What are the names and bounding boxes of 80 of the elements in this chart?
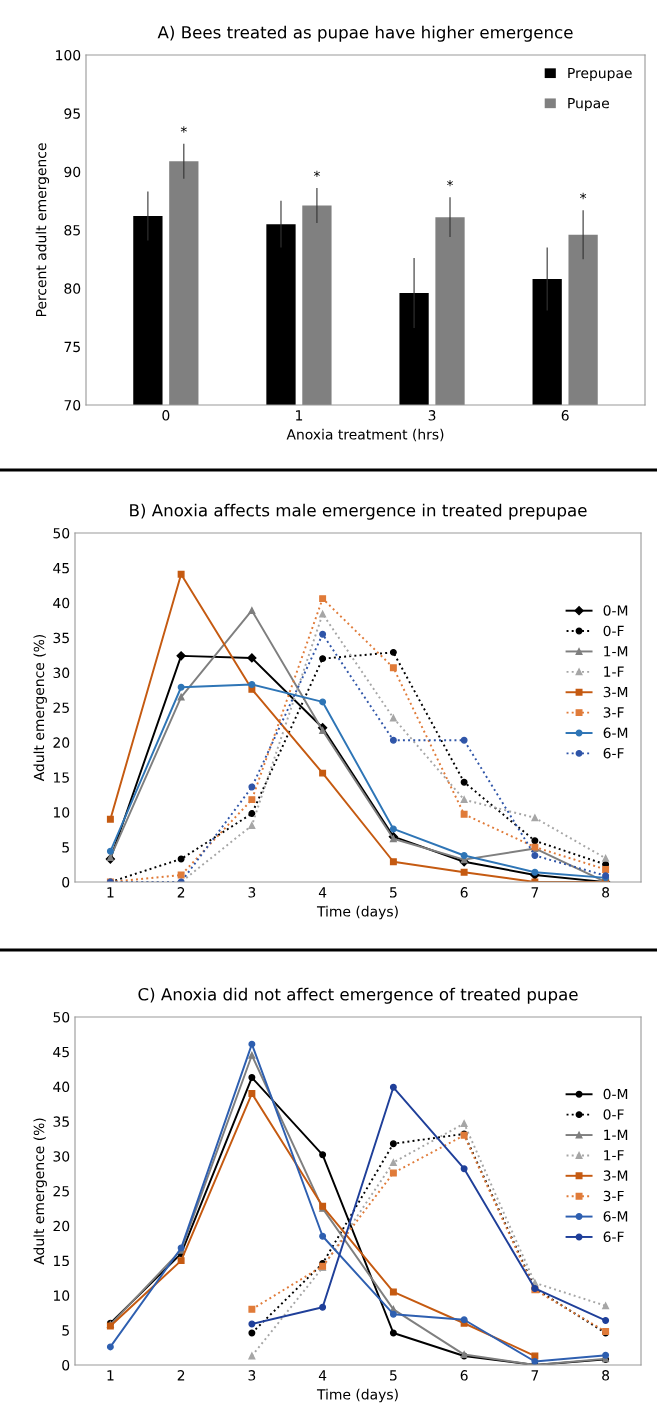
legend-label: 1-M [604, 646, 628, 657]
x-tick-label: 6 [460, 887, 468, 898]
x-tick-label: 3 [248, 1370, 256, 1381]
x-tick-label: 7 [531, 887, 539, 898]
chart-title: B) Anoxia affects male emergence in treated prepupae [130, 503, 587, 520]
y-axis-title: Adult emergence (%) [33, 634, 47, 782]
x-axis-title: Anoxia treatment (hrs) [286, 428, 444, 442]
x-tick-label: 5 [390, 1370, 397, 1381]
x-tick-label: 1 [107, 887, 114, 898]
legend-label: 1-F [604, 1150, 624, 1161]
y-tick-label: 90 [64, 166, 81, 178]
x-axis-title: Time (days) [316, 905, 398, 920]
legend-label: 3-M [603, 686, 628, 698]
y-tick-label: 35 [53, 1116, 69, 1127]
y-tick-label: 35 [53, 632, 69, 644]
legend-label: 1-F [604, 666, 624, 677]
x-tick-label: 3 [428, 410, 436, 421]
x-tick-label: 8 [602, 887, 610, 898]
y-tick-label: 20 [53, 1220, 70, 1232]
y-tick-label: 40 [53, 1081, 70, 1093]
legend-label: 6-F [603, 747, 624, 759]
legend-label: 6-M [603, 1211, 628, 1222]
y-tick-label: 30 [53, 1151, 70, 1162]
y-tick-label: 20 [53, 737, 70, 748]
annotation: * [580, 192, 587, 200]
legend-label: 3-M [603, 1170, 628, 1181]
y-tick-label: 0 [62, 1359, 70, 1371]
legend-label: Prepupae [568, 67, 632, 81]
y-tick-label: 40 [53, 597, 70, 609]
y-tick-label: 25 [53, 1185, 69, 1197]
x-tick-label: 3 [248, 887, 256, 898]
chart-title: C) Anoxia did not affect emergence of treated pupae [138, 987, 578, 1004]
y-tick-label: 15 [53, 1255, 69, 1267]
y-axis-title: Adult emergence (%) [33, 1118, 47, 1265]
x-tick-label: 6 [460, 1370, 468, 1381]
x-tick-label: 1 [296, 410, 303, 421]
x-axis-title: Time (days) [316, 1388, 398, 1403]
x-tick-label: 5 [390, 887, 397, 898]
annotation: * [313, 170, 320, 177]
legend-label: 3-F [603, 707, 624, 718]
y-tick-label: 5 [62, 842, 69, 853]
legend-label: 6-F [603, 1231, 624, 1243]
x-tick-label: 4 [318, 1370, 327, 1381]
y-tick-label: 80 [64, 283, 81, 294]
y-tick-label: 50 [53, 527, 70, 539]
y-tick-label: 10 [53, 1290, 70, 1301]
y-tick-label: 10 [53, 807, 70, 818]
x-tick-label: 0 [162, 410, 170, 421]
legend-label: 0-M [603, 1088, 628, 1100]
x-tick-label: 2 [177, 887, 185, 898]
x-tick-label: 7 [531, 1370, 539, 1381]
x-tick-label: 8 [602, 1370, 610, 1381]
y-tick-label: 15 [53, 772, 69, 783]
annotation: * [446, 179, 454, 187]
legend-label: 0-M [603, 605, 628, 616]
x-tick-label: 2 [177, 1370, 185, 1381]
x-tick-label: 1 [107, 1370, 114, 1381]
y-tick-label: 30 [53, 667, 70, 679]
annotation: * [180, 126, 187, 133]
legend-label: 1-M [604, 1129, 628, 1140]
legend-label: 3-F [603, 1190, 624, 1202]
y-tick-label: 85 [64, 224, 80, 236]
chart-title: A) Bees treated as pupae have higher emergence [157, 25, 573, 42]
y-tick-label: 5 [62, 1325, 69, 1336]
y-tick-label: 25 [53, 702, 69, 713]
y-tick-label: 45 [53, 563, 69, 574]
y-tick-label: 100 [56, 49, 81, 61]
legend-label: 0-F [603, 1109, 624, 1120]
legend-label: Pupae [568, 98, 609, 112]
y-tick-label: 95 [64, 108, 80, 119]
y-tick-label: 0 [62, 876, 70, 888]
y-tick-label: 45 [53, 1046, 69, 1058]
y-tick-label: 75 [64, 341, 80, 353]
y-tick-label: 70 [64, 399, 81, 411]
legend-label: 0-F [603, 625, 624, 637]
x-tick-label: 6 [561, 410, 569, 421]
legend-label: 6-M [603, 727, 628, 739]
x-tick-label: 4 [318, 887, 327, 898]
y-axis-title: Percent adult emergence [35, 143, 50, 317]
y-tick-label: 50 [53, 1011, 70, 1023]
